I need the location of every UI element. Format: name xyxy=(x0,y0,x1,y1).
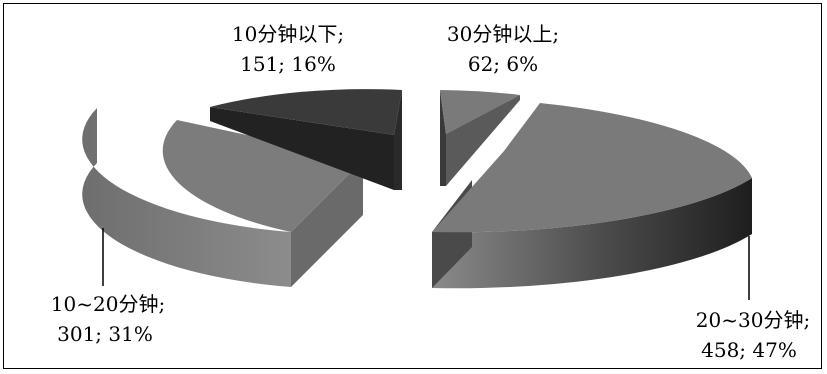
slice-20-30min xyxy=(432,103,752,289)
label-20-30min-line2: 458; 47% xyxy=(701,338,797,362)
label-10-20min-line1: 10~20分钟; xyxy=(51,292,165,316)
slice-under-10min-cut-face xyxy=(210,107,394,190)
slice-over-30min xyxy=(440,90,520,186)
slice-over-30min-side xyxy=(446,95,520,186)
slice-under-10min-edge xyxy=(394,90,402,190)
slice-under-10min-top xyxy=(210,89,402,135)
slice-over-30min-top xyxy=(440,90,520,134)
label-over-30min-line1: 30分钟以上; xyxy=(447,22,559,46)
label-20-30min-line1: 20~30分钟; xyxy=(696,308,810,332)
slice-10-20min-top xyxy=(162,120,363,232)
label-under-10min-line1: 10分钟以下; xyxy=(232,22,344,46)
label-over-30min-line2: 62; 6% xyxy=(468,52,538,76)
slice-over-30min-cut-face xyxy=(440,90,446,186)
label-10-20min-line2: 301; 31% xyxy=(57,322,153,346)
slice-10-20min-side xyxy=(82,108,291,287)
slice-10-20min xyxy=(82,108,363,287)
slice-20-30min-side xyxy=(432,178,752,289)
slice-10-20min-cut-face xyxy=(291,160,363,287)
slice-20-30min-top xyxy=(432,103,752,233)
slice-under-10min xyxy=(210,89,402,190)
label-under-10min-line2: 151; 16% xyxy=(240,52,336,76)
